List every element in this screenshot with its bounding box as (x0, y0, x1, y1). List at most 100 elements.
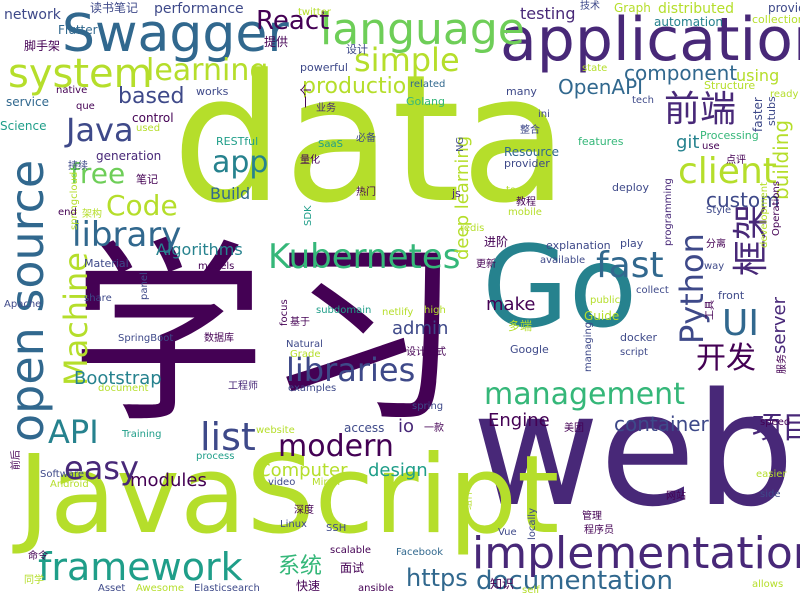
word-modules: modules (130, 470, 207, 491)
word-use: use (702, 141, 720, 152)
word-saas: SaaS (318, 139, 343, 150)
word-facebook: Facebook (396, 547, 443, 558)
word-document: document (98, 383, 149, 394)
word-cjk-175: 深度 (294, 505, 314, 516)
word-network: network (4, 7, 61, 23)
word-language: language (320, 4, 525, 55)
word-client: client (678, 151, 777, 192)
word-cjk-187: 同学 (24, 575, 44, 586)
word-cjk-148: 多端 (508, 319, 533, 333)
word-resource: Resource (504, 145, 560, 159)
word-cjk-64: 技术 (580, 1, 600, 12)
word-admin: admin (392, 318, 449, 339)
word-features: features (578, 135, 624, 148)
word-twitter: twitter (298, 7, 331, 18)
word-explanation: explanation (546, 239, 611, 252)
word-free: free (70, 157, 126, 190)
word-cjk-125: 进阶 (484, 235, 509, 249)
word-generation: generation (96, 149, 162, 163)
word-website: website (256, 425, 295, 436)
word-cjk-98: 必备 (356, 133, 376, 144)
word-cjk-177: 管理 (582, 511, 602, 522)
word-bootstrap: Bootstrap (74, 368, 162, 389)
word-cjk-143: 基于 (290, 317, 310, 328)
word-cjk-197: 一个 (299, 83, 313, 108)
word-related: related (410, 79, 446, 90)
word-linux: Linux (280, 519, 307, 530)
word-cjk-163: 一款 (424, 423, 444, 434)
word-java: Java (66, 111, 134, 149)
word-panel: panel (139, 272, 150, 300)
word-mobile: mobile (508, 207, 542, 218)
word-system: system (8, 51, 153, 97)
word-examples: examples (288, 383, 337, 394)
word-algorithms: Algorithms (156, 240, 243, 259)
word-provides: provides (768, 1, 800, 15)
word-redis: redis (460, 223, 485, 234)
word-distributed: distributed (658, 1, 734, 17)
word-cjk-21: 前端 (664, 89, 737, 130)
word-cjk-94: 整合 (520, 125, 540, 136)
word-process: process (196, 451, 235, 462)
word-development: development (759, 182, 770, 248)
word-high: high (424, 305, 446, 316)
word-style: Style (706, 205, 732, 216)
word-ansible: ansible (358, 583, 394, 594)
word-many: many (506, 85, 537, 98)
word-react: React (256, 6, 330, 36)
word-science: Science (0, 119, 47, 133)
word-framework: framework (38, 545, 243, 589)
word-app: app (212, 145, 269, 180)
word-ui: UI (722, 303, 759, 344)
word-guide: Guide (584, 309, 620, 323)
word-asset: Asset (98, 583, 126, 594)
word-simple: simple (354, 41, 460, 79)
word-api: API (48, 413, 99, 451)
word-tool: tool (506, 185, 525, 196)
word-locally: locally (527, 508, 538, 540)
word-docker: docker (620, 331, 658, 344)
word-io: io (398, 416, 415, 437)
word-grade: Grade (290, 349, 321, 360)
word-apache: Apache (4, 299, 42, 310)
word-cjk-101: 点评 (726, 155, 746, 166)
word-golang: Golang (406, 95, 446, 108)
word-engine: Engine (488, 410, 550, 431)
word-swagger: Swagger (62, 4, 289, 64)
word-sdk: SDK (303, 205, 314, 226)
word-focus: focus (279, 299, 290, 326)
word-que: que (76, 101, 95, 112)
word-cjk-107: 笔记 (136, 173, 158, 186)
word-python: Python (673, 233, 711, 344)
word-https: https (406, 564, 468, 592)
word-cjk-166: 前后 (11, 450, 22, 470)
word-code: Code (106, 189, 178, 222)
word-server: server (769, 297, 790, 354)
word-springcloud: springcloud (69, 171, 80, 230)
word-available: available (540, 255, 586, 266)
word-graph: Graph (614, 1, 651, 15)
word-state: state (582, 63, 608, 74)
word-javascript: JavaScript (18, 433, 560, 558)
word-git: git (676, 132, 700, 153)
word-models: models (198, 261, 235, 272)
word-documentation: documentation (476, 566, 673, 596)
word-cjk-106: 持续 (68, 161, 88, 172)
word-cjk-91: 业务 (316, 103, 336, 114)
word-structure: Structure (704, 79, 756, 92)
word-operations: Operations (771, 181, 782, 236)
word-tech: tech (632, 95, 654, 106)
word-ng: NG (455, 136, 466, 152)
word-google: Google (510, 343, 549, 356)
word-cjk-73: 设计 (346, 43, 368, 56)
word-openapi: OpenAPI (558, 75, 644, 99)
word-computer: Computer (258, 460, 348, 481)
word-cjk-1: 学习 (70, 222, 463, 450)
word-data: data (172, 37, 569, 242)
word-go: Go (482, 223, 638, 353)
word-cjk-154: 设计模式 (406, 347, 446, 358)
word-ready: ready (770, 89, 799, 100)
word-netlify: netlify (382, 307, 414, 318)
word-collection: collection (752, 13, 800, 26)
